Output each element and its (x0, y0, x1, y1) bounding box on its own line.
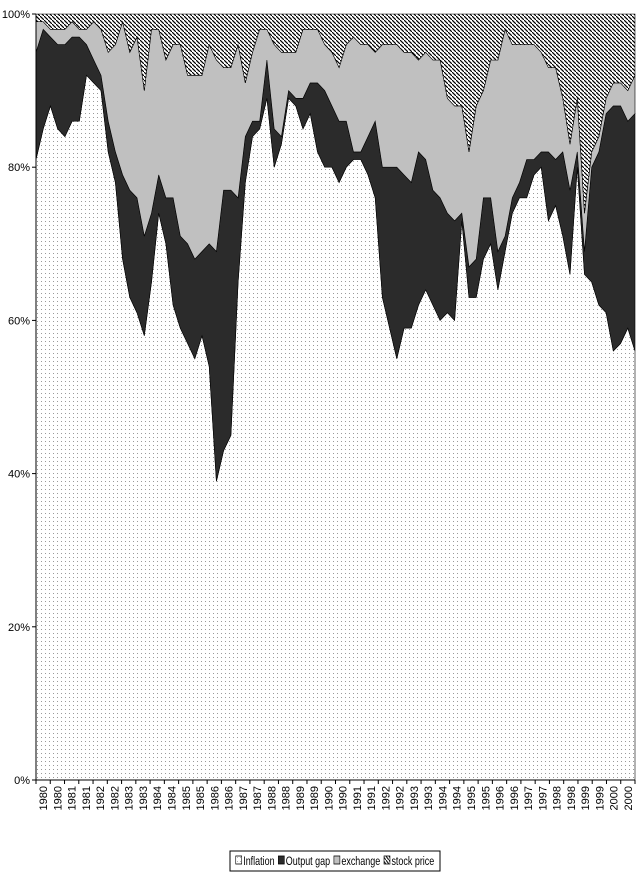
x-tick-label: 2000 (609, 786, 621, 810)
legend-entry-inflation: Inflation (235, 855, 275, 869)
y-tick-label: 80% (8, 162, 30, 174)
x-tick-label: 1985 (181, 786, 193, 810)
legend-swatch (235, 855, 243, 865)
legend-label: Inflation (243, 855, 274, 869)
y-axis-tick-labels: 0% 20% 40% 60% 80% 100% (2, 9, 36, 787)
y-tick-label: 0% (14, 775, 30, 787)
legend-label: exchange (341, 855, 380, 869)
x-tick-label: 1996 (495, 786, 507, 810)
x-tick-label: 1991 (366, 786, 378, 810)
legend-swatch (278, 855, 285, 865)
x-tick-label: 1999 (580, 786, 592, 810)
legend-entry-stock-price: stock price (383, 855, 434, 869)
x-tick-label: 1984 (167, 786, 179, 810)
y-tick-label: 60% (8, 315, 30, 327)
x-tick-label: 1991 (352, 786, 364, 810)
legend-swatch (383, 855, 391, 865)
x-tick-label: 1990 (323, 786, 335, 810)
x-tick-label: 1982 (109, 786, 121, 810)
x-tick-label: 1993 (409, 786, 421, 810)
x-tick-label: 1981 (67, 786, 79, 810)
x-tick-label: 2000 (623, 786, 635, 810)
y-tick-label: 100% (2, 9, 30, 21)
x-tick-label: 1987 (252, 786, 264, 810)
x-tick-label: 1992 (380, 786, 392, 810)
x-tick-label: 1995 (466, 786, 478, 810)
x-tick-label: 1988 (266, 786, 278, 810)
x-tick-label: 1998 (552, 786, 564, 810)
legend-swatch (333, 855, 341, 865)
x-tick-label: 1983 (124, 786, 136, 810)
x-tick-label: 1984 (152, 786, 164, 810)
x-tick-label: 1989 (309, 786, 321, 810)
x-tick-label: 1994 (452, 786, 464, 810)
x-tick-label: 1981 (81, 786, 93, 810)
x-tick-label: 1986 (209, 786, 221, 810)
x-tick-label: 1982 (95, 786, 107, 810)
x-tick-label: 1989 (295, 786, 307, 810)
x-tick-label: 1983 (138, 786, 150, 810)
x-tick-label: 1980 (52, 786, 64, 810)
x-tick-label: 1993 (423, 786, 435, 810)
legend-entry-exchange: exchange (333, 855, 380, 869)
x-tick-label: 1994 (438, 786, 450, 810)
x-tick-label: 1980 (38, 786, 50, 810)
area-stock-price (35, 13, 636, 214)
legend-entry-output-gap: Output gap (278, 855, 330, 869)
x-tick-label: 1987 (238, 786, 250, 810)
legend-label: stock price (391, 855, 434, 869)
y-tick-label: 20% (8, 622, 30, 634)
x-tick-label: 1985 (195, 786, 207, 810)
legend-label: Output gap (286, 855, 330, 869)
x-tick-label: 1998 (566, 786, 578, 810)
x-tick-label: 1992 (395, 786, 407, 810)
x-axis-tick-labels: 1980 1980 1981 1981 1982 1982 1983 1983 1984 1984… (35, 780, 636, 810)
x-tick-label: 1990 (338, 786, 350, 810)
x-tick-label: 1986 (224, 786, 236, 810)
x-tick-label: 1997 (537, 786, 549, 810)
legend: Inflation Output gap exchange stock price (229, 850, 441, 872)
y-tick-label: 40% (8, 469, 30, 481)
x-tick-label: 1997 (523, 786, 535, 810)
x-tick-label: 1999 (594, 786, 606, 810)
x-tick-label: 1995 (480, 786, 492, 810)
x-tick-label: 1996 (509, 786, 521, 810)
area-layers (35, 13, 636, 781)
x-tick-label: 1988 (281, 786, 293, 810)
